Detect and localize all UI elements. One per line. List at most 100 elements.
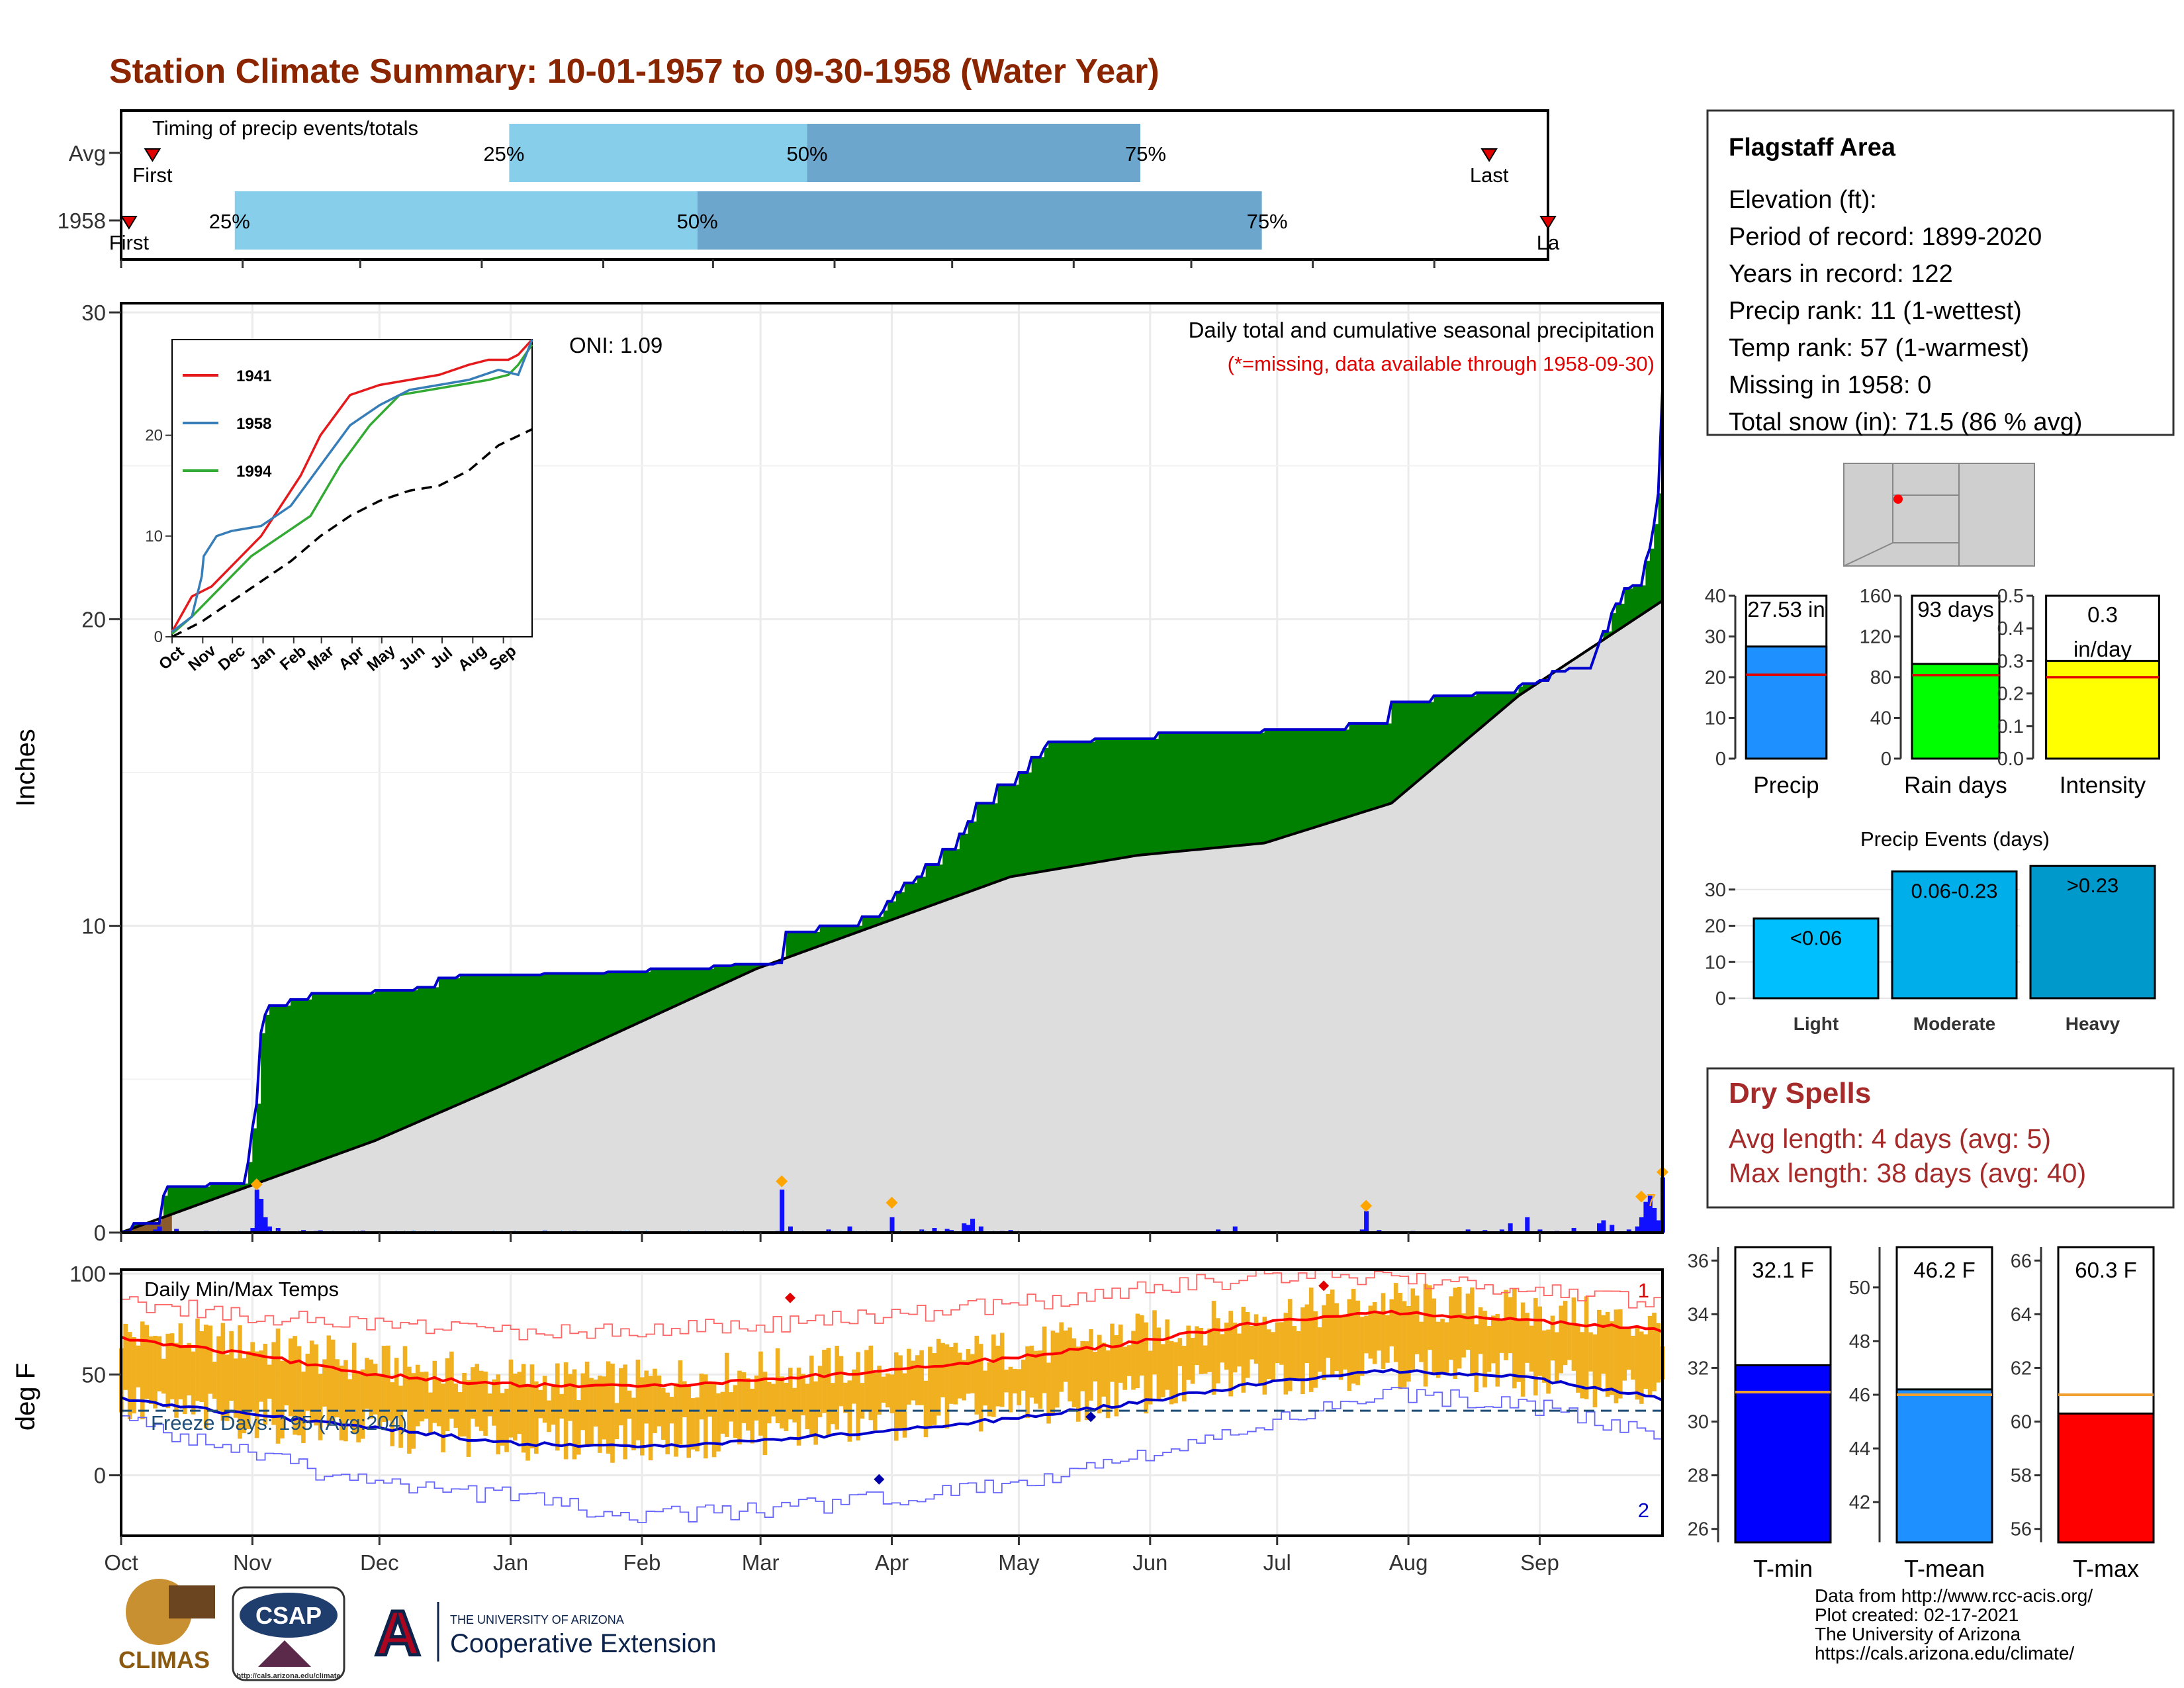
daily-precip-bar [1643, 1201, 1649, 1233]
daily-temp-bar [944, 1344, 950, 1429]
daily-temp-bar [648, 1376, 653, 1461]
daily-precip-bar [1232, 1226, 1238, 1233]
daily-temp-bar [246, 1351, 251, 1430]
daily-temp-bar [517, 1372, 522, 1434]
record-low-count: 2 [1638, 1499, 1649, 1522]
precip-y-axis-label: Inches [11, 729, 40, 807]
daily-temp-bar [475, 1364, 480, 1427]
daily-temp-bar [991, 1334, 996, 1417]
daily-temp-bar [563, 1362, 569, 1460]
event-bar-range: >0.23 [2067, 874, 2118, 897]
daily-temp-bar [987, 1362, 992, 1417]
info-frame [1706, 109, 2175, 436]
daily-temp-bar [898, 1355, 903, 1430]
daily-temp-bar [1419, 1321, 1424, 1362]
daily-temp-bar [1084, 1341, 1089, 1421]
daily-temp-bar [369, 1359, 374, 1419]
first-marker [120, 216, 138, 230]
event-bar-range: <0.06 [1790, 927, 1842, 950]
record-high-count: 1 [1638, 1279, 1649, 1302]
daily-temp-bar [729, 1392, 733, 1422]
daily-temp-bar [441, 1383, 445, 1453]
daily-temp-bar [1474, 1324, 1479, 1393]
tbar-tick-label: 46 [1849, 1385, 1870, 1406]
daily-temp-bar [711, 1382, 717, 1458]
map-background [1843, 463, 2035, 567]
daily-temp-bar [1004, 1370, 1009, 1393]
footer: Data from http://www.rcc-acis.org/Plot c… [118, 1579, 2093, 1681]
daily-temp-bar [953, 1342, 958, 1405]
daily-temp-bar [1330, 1289, 1335, 1377]
inset-line-1941 [171, 338, 533, 633]
event-bar-range: 0.06-0.23 [1911, 879, 1998, 902]
temp-y-axis-label: deg F [11, 1363, 40, 1430]
climas-logo-block [169, 1585, 215, 1618]
last-marker [1539, 216, 1557, 230]
daily-precip-bar [157, 1226, 162, 1233]
daily-temp-bar [513, 1374, 518, 1441]
daily-temp-bar [932, 1353, 937, 1425]
daily-temp-bar [1156, 1327, 1161, 1400]
daily-temp-bar [1393, 1283, 1398, 1362]
tbar-tick-label: 62 [2011, 1358, 2032, 1379]
stat-tick-label: 0.5 [1997, 586, 2024, 607]
daily-temp-bar [893, 1352, 899, 1441]
daily-temp-bar [551, 1386, 556, 1425]
daily-temp-bar [394, 1358, 399, 1418]
first-label: First [109, 231, 150, 254]
daily-temp-bar [690, 1398, 696, 1450]
temp-panel: Daily Min/Max Temps Freeze Days: 195 (Avg… [11, 1262, 1665, 1575]
daily-temp-bar [1089, 1329, 1093, 1401]
daily-temp-bar [1308, 1288, 1314, 1392]
daily-temp-bar [335, 1359, 340, 1418]
daily-temp-bar [250, 1342, 255, 1412]
daily-temp-bar [1207, 1329, 1212, 1372]
daily-temp-bar [1279, 1322, 1284, 1365]
daily-temp-bar [644, 1370, 649, 1424]
daily-temp-bar [377, 1374, 382, 1428]
daily-precip-bar [263, 1217, 268, 1233]
daily-temp-bar [318, 1374, 323, 1440]
daily-temp-bar [635, 1359, 641, 1440]
daily-temp-bar [1355, 1300, 1360, 1385]
daily-temp-bar [970, 1354, 975, 1393]
daily-temp-bar [365, 1358, 369, 1409]
daily-temp-bar [238, 1325, 242, 1439]
daily-temp-bar [386, 1345, 390, 1421]
daily-temp-bar [1101, 1342, 1107, 1397]
daily-temp-bar [1237, 1333, 1242, 1367]
daily-temp-bar [576, 1400, 581, 1455]
daily-temp-bar [1571, 1297, 1576, 1371]
daily-temp-bar [471, 1367, 475, 1419]
daily-temp-bar [483, 1371, 488, 1436]
daily-temp-bar [851, 1369, 856, 1404]
daily-precip-bar [962, 1223, 967, 1233]
daily-temp-bar [542, 1376, 547, 1423]
stat-tick-label: 160 [1860, 586, 1891, 607]
daily-temp-bar [868, 1345, 874, 1421]
daily-temp-bar [674, 1383, 678, 1457]
daily-temp-bar [525, 1385, 530, 1461]
daily-temp-bar [1610, 1321, 1614, 1395]
stat-bars: 0 10 20 30 40 27.53 in Precip 0 40 80 120 160 93 day… [1705, 586, 2160, 798]
daily-temp-bar [1097, 1335, 1102, 1414]
daily-temp-bar [653, 1368, 657, 1433]
tbar-tick-label: 36 [1688, 1250, 1709, 1272]
events-tick-label: 30 [1705, 880, 1726, 901]
daily-temp-bar [1021, 1359, 1026, 1391]
daily-temp-bar [660, 1387, 666, 1440]
stat-tick-label: 0.2 [1997, 684, 2024, 705]
record-min-line [121, 1387, 1663, 1523]
daily-temp-bar [1046, 1362, 1051, 1424]
daily-temp-bar [856, 1352, 860, 1441]
daily-temp-bar [263, 1344, 268, 1425]
daily-temp-bar [174, 1342, 179, 1418]
tbar-label: T-min [1753, 1555, 1813, 1582]
daily-temp-bar [466, 1380, 471, 1457]
timing-row-label: Avg [69, 141, 106, 165]
daily-temp-bar [1555, 1332, 1559, 1382]
daily-temp-bar [326, 1335, 332, 1425]
daily-temp-bar [1359, 1317, 1365, 1376]
daily-temp-bar [716, 1393, 721, 1452]
